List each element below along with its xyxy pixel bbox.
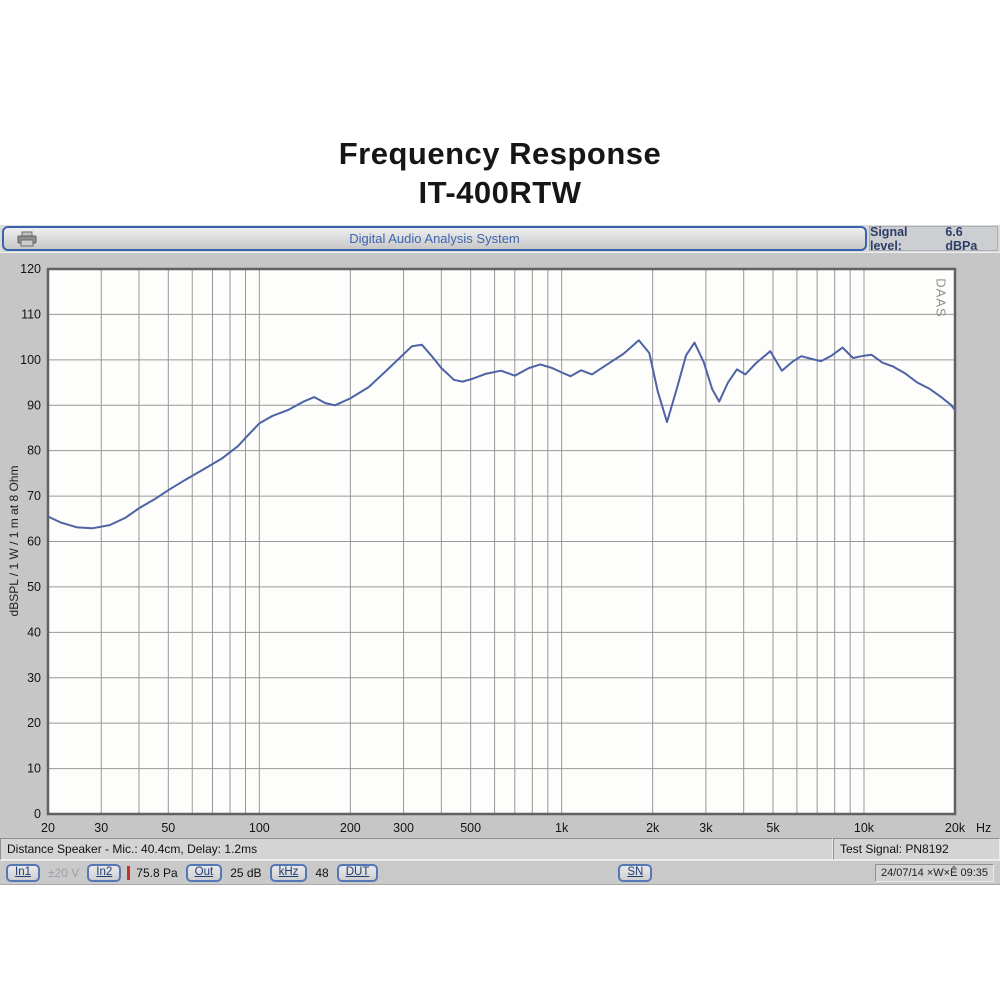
- out-level-value: 25 dB: [230, 865, 262, 880]
- svg-text:3k: 3k: [699, 821, 713, 835]
- page-title-line1: Frequency Response: [338, 136, 662, 171]
- daas-window: Digital Audio Analysis System Signal lev…: [0, 225, 1000, 885]
- svg-text:10k: 10k: [854, 821, 875, 835]
- svg-text:0: 0: [34, 807, 41, 821]
- svg-text:500: 500: [460, 821, 481, 835]
- svg-text:1k: 1k: [555, 821, 569, 835]
- window-title: Digital Audio Analysis System: [349, 231, 520, 246]
- input-level-indicator: [127, 865, 131, 880]
- in1-button[interactable]: In1: [6, 863, 40, 882]
- svg-text:20k: 20k: [945, 821, 966, 835]
- page-title-line2: IT-400RTW: [418, 175, 582, 210]
- page-title: Frequency Response IT-400RTW: [0, 134, 1000, 212]
- svg-text:300: 300: [393, 821, 414, 835]
- y-axis-title: dBSPL / 1 W / 1 m at 8 Ohm: [7, 465, 21, 617]
- sample-rate-value: 48: [315, 865, 329, 880]
- svg-text:110: 110: [21, 307, 41, 321]
- signal-level-panel: Signal level: 6.6 dBPa: [869, 224, 998, 253]
- signal-level-value: 6.6 dBPa: [945, 224, 978, 253]
- daas-watermark: DAAS: [933, 278, 949, 318]
- svg-text:2k: 2k: [646, 821, 660, 835]
- svg-text:200: 200: [340, 821, 361, 835]
- khz-button[interactable]: kHz: [269, 863, 308, 882]
- in1-range-value: ±20 V: [48, 865, 80, 880]
- svg-text:30: 30: [27, 671, 41, 685]
- window-titlebar[interactable]: Digital Audio Analysis System: [2, 226, 867, 251]
- svg-text:90: 90: [27, 398, 41, 412]
- printer-icon[interactable]: [16, 231, 38, 247]
- svg-text:50: 50: [161, 821, 175, 835]
- sn-button[interactable]: SN: [618, 863, 653, 882]
- in2-button[interactable]: In2: [87, 863, 122, 882]
- svg-text:20: 20: [41, 821, 55, 835]
- status-distance-delay: Distance Speaker - Mic.: 40.4cm, Delay: …: [0, 838, 833, 860]
- status-row: Distance Speaker - Mic.: 40.4cm, Delay: …: [0, 838, 1000, 860]
- svg-text:80: 80: [27, 444, 41, 458]
- toolbar: In1 ±20 V In2 75.8 Pa Out 25 dB kHz 48 D…: [0, 860, 1000, 885]
- svg-text:40: 40: [27, 625, 41, 639]
- svg-text:100: 100: [20, 353, 41, 367]
- svg-text:5k: 5k: [766, 821, 780, 835]
- datetime-panel: 24/07/14 ×W×Ê 09:35: [874, 863, 994, 882]
- signal-level-label: Signal level:: [870, 224, 908, 253]
- svg-text:120: 120: [20, 262, 41, 276]
- titlebar-row: Digital Audio Analysis System Signal lev…: [0, 224, 1000, 253]
- svg-text:70: 70: [27, 489, 41, 503]
- status-test-signal: Test Signal: PN8192: [833, 838, 1000, 860]
- svg-text:10: 10: [27, 762, 41, 776]
- frequency-response-chart: 0 10 20 30 40 50 60 70 80 90 100 110 120 20 30 50 100 200…: [20, 262, 991, 835]
- svg-text:100: 100: [249, 821, 270, 835]
- datetime-value: 24/07/14 ×W×Ê 09:35: [880, 866, 988, 879]
- out-button[interactable]: Out: [185, 863, 223, 882]
- svg-text:50: 50: [27, 580, 41, 594]
- svg-text:30: 30: [94, 821, 108, 835]
- svg-text:Hz: Hz: [976, 821, 991, 835]
- svg-text:60: 60: [27, 535, 41, 549]
- dut-button[interactable]: DUT: [336, 863, 379, 882]
- svg-text:20: 20: [27, 716, 41, 730]
- chart-panel: 0 10 20 30 40 50 60 70 80 90 100 110 120 20 30 50 100 200…: [0, 252, 1000, 838]
- in2-sensitivity-value: 75.8 Pa: [136, 865, 178, 880]
